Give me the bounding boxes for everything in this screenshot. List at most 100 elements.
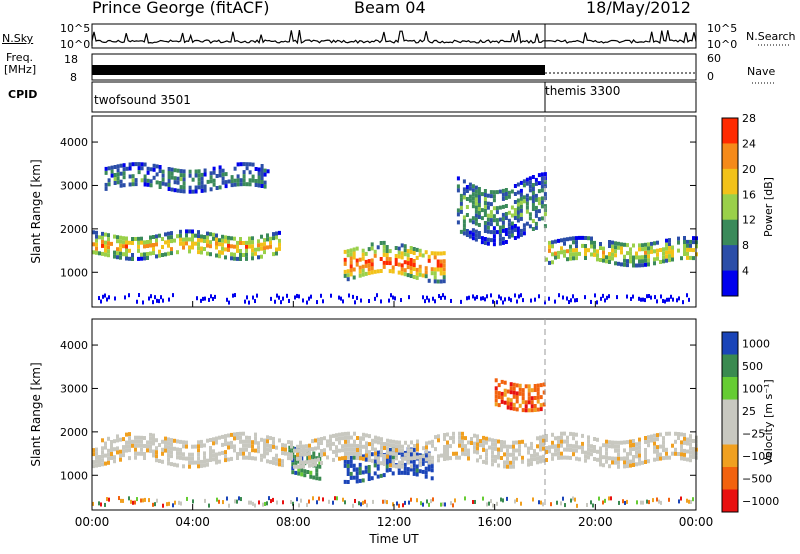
near-range-cell (572, 496, 574, 501)
data-cell (483, 225, 487, 229)
data-cell (101, 450, 104, 455)
data-cell (221, 180, 225, 185)
data-cell (140, 178, 144, 183)
data-cell (272, 236, 275, 241)
data-cell (116, 255, 119, 260)
near-range-cell (688, 499, 690, 504)
near-range-cell (274, 299, 276, 304)
data-cell (365, 441, 368, 446)
near-range-cell (610, 496, 612, 501)
data-cell (245, 162, 249, 167)
data-cell (605, 455, 608, 460)
data-cell (355, 467, 359, 472)
data-cell (110, 165, 114, 170)
data-cell (471, 200, 475, 205)
data-cell (227, 235, 230, 240)
data-cell (611, 444, 614, 449)
data-cell (524, 400, 528, 405)
data-cell (433, 267, 437, 272)
data-cell (179, 451, 182, 456)
data-cell (662, 440, 665, 445)
data-cell (403, 466, 407, 471)
data-cell (536, 383, 540, 388)
data-cell (689, 255, 692, 260)
near-range-cell (288, 298, 290, 303)
data-cell (477, 207, 481, 211)
data-cell (545, 450, 548, 454)
data-cell (521, 455, 524, 460)
data-cell (486, 201, 490, 206)
near-range-cell (296, 497, 298, 502)
data-cell (185, 440, 188, 445)
data-cell (566, 439, 569, 444)
data-cell (315, 456, 319, 461)
data-cell (400, 271, 404, 276)
data-cell (122, 252, 125, 257)
data-cell (510, 189, 514, 194)
colorbar-segment (722, 118, 738, 144)
data-cell (194, 241, 197, 246)
data-cell (146, 244, 149, 248)
data-cell (197, 444, 200, 449)
data-cell (506, 452, 509, 457)
data-cell (179, 237, 182, 242)
data-cell (581, 433, 584, 438)
near-range-cell (152, 502, 154, 507)
data-cell (95, 230, 98, 235)
data-cell (367, 271, 371, 276)
data-cell (477, 235, 481, 239)
data-cell (415, 255, 419, 260)
colorbar-tick-label: 20 (742, 163, 756, 176)
data-cell (260, 176, 264, 180)
data-cell (590, 444, 593, 449)
data-cell (522, 223, 526, 228)
data-cell (427, 258, 431, 263)
data-cell (492, 194, 496, 199)
data-cell (632, 243, 635, 248)
data-cell (143, 444, 146, 448)
data-cell (113, 447, 116, 452)
data-cell (176, 451, 179, 456)
data-cell (116, 239, 119, 244)
data-cell (200, 238, 203, 243)
data-cell (326, 439, 329, 444)
data-cell (101, 231, 104, 236)
data-cell (347, 451, 350, 456)
data-cell (98, 235, 101, 240)
data-cell (632, 447, 635, 451)
data-cell (471, 188, 475, 193)
data-cell (386, 446, 389, 451)
data-cell (361, 248, 365, 253)
data-cell (368, 454, 371, 459)
data-cell (182, 177, 186, 182)
data-cell (242, 162, 246, 167)
data-cell (476, 450, 479, 455)
data-cell (173, 188, 177, 193)
data-cell (644, 258, 647, 263)
data-cell (254, 440, 257, 445)
data-cell (349, 459, 353, 464)
data-cell (101, 458, 104, 463)
data-cell (683, 248, 686, 252)
data-cell (275, 251, 278, 256)
near-range-cell (266, 501, 268, 506)
data-cell (626, 460, 629, 465)
data-cell (644, 460, 647, 464)
data-cell (431, 459, 434, 464)
near-range-cell (392, 295, 394, 300)
data-cell (497, 447, 500, 452)
data-cell (269, 244, 272, 249)
data-cell (173, 446, 176, 451)
data-cell (689, 434, 692, 439)
data-cell (203, 459, 206, 464)
data-cell (527, 400, 531, 405)
data-cell (302, 460, 305, 465)
data-cell (551, 260, 554, 265)
data-cell (311, 439, 314, 444)
data-cell (539, 395, 543, 400)
near-range-cell (442, 502, 444, 507)
data-cell (656, 445, 659, 450)
data-cell (492, 226, 496, 231)
data-cell (158, 443, 161, 447)
data-cell (501, 188, 505, 193)
